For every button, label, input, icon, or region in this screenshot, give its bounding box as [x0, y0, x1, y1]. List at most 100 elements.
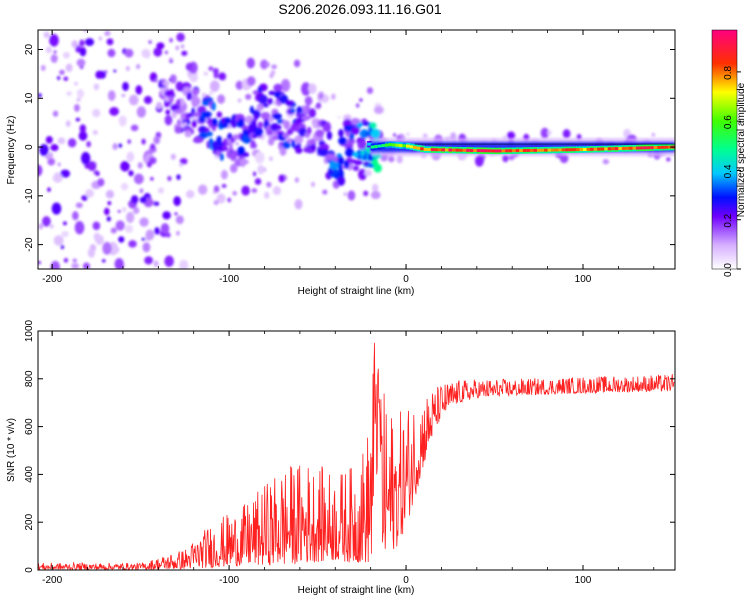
heatmap-cell [95, 70, 103, 79]
heatmap-cell [63, 76, 69, 81]
heatmap-cell [107, 90, 116, 101]
heatmap-cell [47, 187, 51, 192]
heatmap-cell [325, 153, 336, 161]
heatmap-cell [179, 259, 189, 269]
heatmap-cell [260, 59, 269, 70]
heatmap-cell [250, 140, 256, 146]
spectrogram-xtick-label: 0 [403, 274, 409, 285]
heatmap-cell [233, 134, 238, 141]
snr-xtick-label: 0 [403, 575, 409, 586]
colorbar-tick-label: 0.8 [723, 65, 734, 79]
heatmap-cell [109, 107, 120, 116]
heatmap-cell [164, 114, 173, 126]
heatmap-cell [370, 145, 376, 149]
heatmap-cell [448, 148, 454, 152]
heatmap-cell [130, 124, 139, 132]
heatmap-cell [409, 145, 415, 149]
snr-ytick-label: 200 [24, 513, 35, 530]
heatmap-cell [310, 181, 316, 187]
heatmap-cell [254, 127, 264, 137]
heatmap-cell [480, 149, 485, 153]
snr-xtick-label: -200 [42, 575, 62, 586]
heatmap-cell [180, 44, 185, 49]
snr-ylabel: SNR (10 * v/v) [6, 418, 17, 482]
heatmap-cell [136, 106, 146, 118]
heatmap-cell [675, 146, 680, 149]
heatmap-cell [156, 101, 162, 110]
heatmap-cell [279, 97, 288, 104]
heatmap-cell [602, 158, 610, 165]
heatmap-cell [53, 50, 57, 54]
heatmap-cell [122, 206, 127, 213]
heatmap-cell [168, 57, 173, 61]
heatmap-cell [529, 148, 535, 152]
heatmap-cell [158, 187, 165, 194]
heatmap-cell [83, 30, 88, 33]
heatmap-cell [406, 132, 410, 136]
heatmap-cell [124, 224, 134, 233]
spectrogram-ylabel: Frequency (Hz) [6, 116, 17, 185]
heatmap-cell [498, 149, 503, 153]
heatmap-cell [153, 260, 159, 268]
heatmap-cell [264, 62, 270, 68]
heatmap-cell [366, 87, 374, 94]
snr-ytick-label: 400 [24, 466, 35, 483]
heatmap-cell [168, 96, 174, 103]
heatmap-cell [251, 188, 258, 194]
heatmap-cell [337, 156, 345, 165]
heatmap-cell [40, 64, 46, 72]
heatmap-cell [47, 152, 54, 159]
heatmap-cell [105, 190, 115, 199]
heatmap-cell [60, 169, 71, 178]
heatmap-cell [643, 146, 648, 150]
heatmap-cell [139, 196, 147, 204]
heatmap-cell [621, 146, 627, 150]
heatmap-cell [85, 189, 94, 198]
heatmap-cell [319, 94, 324, 99]
heatmap-cell [289, 108, 296, 114]
colorbar-frame [711, 29, 738, 270]
heatmap-cell [63, 221, 67, 226]
heatmap-cell [423, 148, 429, 151]
heatmap-cell [153, 136, 161, 145]
heatmap-cell [205, 131, 213, 137]
heatmap-cell [301, 115, 311, 121]
spectrogram-xtick-label: 100 [575, 274, 592, 285]
heatmap-cell [93, 83, 100, 91]
heatmap-cell [66, 91, 72, 96]
heatmap-cell [113, 69, 117, 73]
heatmap-cell [308, 108, 316, 118]
heatmap-cell [201, 92, 207, 98]
heatmap-cell [185, 190, 195, 199]
heatmap-cell [144, 256, 154, 265]
heatmap-cell [267, 137, 275, 146]
heatmap-cell [293, 59, 301, 68]
heatmap-cell [269, 156, 273, 161]
heatmap-cell [85, 38, 95, 47]
heatmap-cell [355, 103, 360, 108]
heatmap-cell [43, 31, 50, 39]
heatmap-cell [169, 38, 173, 43]
snr-xlabel: Height of straight line (km) [298, 585, 415, 596]
heatmap-cell [322, 122, 332, 132]
heatmap-cell [256, 104, 263, 112]
heatmap-cell [72, 211, 79, 221]
snr-xtick-label: 100 [575, 575, 592, 586]
heatmap-cell [59, 69, 65, 75]
heatmap-cell [97, 178, 105, 187]
heatmap-cell [181, 50, 188, 56]
heatmap-cell [101, 259, 106, 263]
heatmap-cell [373, 163, 382, 173]
heatmap-cell [38, 93, 42, 98]
heatmap-cell [575, 148, 581, 152]
heatmap-cell [263, 103, 269, 108]
heatmap-cell [39, 144, 49, 157]
heatmap-cell [422, 133, 428, 139]
snr-ytick-label: 1000 [24, 319, 35, 342]
heatmap-cell [175, 45, 180, 51]
heatmap-cell [211, 118, 218, 127]
heatmap-cell [76, 88, 85, 99]
heatmap-cells [38, 30, 680, 269]
